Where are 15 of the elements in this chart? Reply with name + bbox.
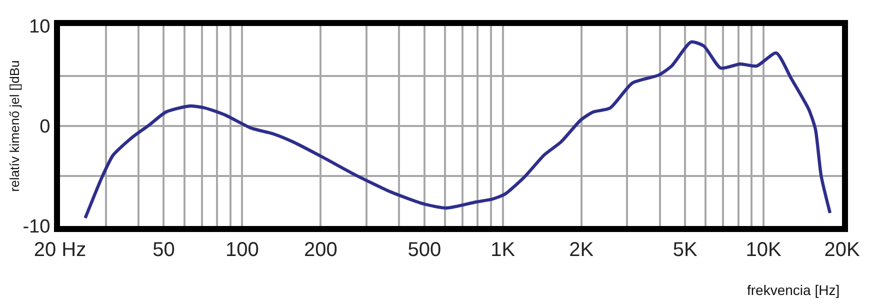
- x-tick-label: 20 Hz: [34, 239, 86, 261]
- x-tick-label: 2K: [569, 239, 594, 261]
- x-tick-label: 50: [152, 239, 175, 261]
- y-tick-label: -10: [22, 216, 50, 238]
- y-tick-label: 10: [29, 16, 50, 38]
- x-tick-label: 20K: [824, 239, 860, 261]
- x-tick-label: 5K: [672, 239, 698, 261]
- x-tick-label: 100: [226, 239, 259, 261]
- x-tick-label: 500: [408, 239, 442, 261]
- y-tick-label: 0: [40, 116, 50, 138]
- x-tick-label: 10K: [746, 239, 782, 261]
- x-axis-title: frekvencia [Hz]: [747, 282, 840, 298]
- y-axis-title: relatív kimenő jel []dBu: [7, 60, 22, 192]
- x-tick-label: 200: [304, 239, 338, 261]
- x-tick-label: 1K: [490, 239, 516, 261]
